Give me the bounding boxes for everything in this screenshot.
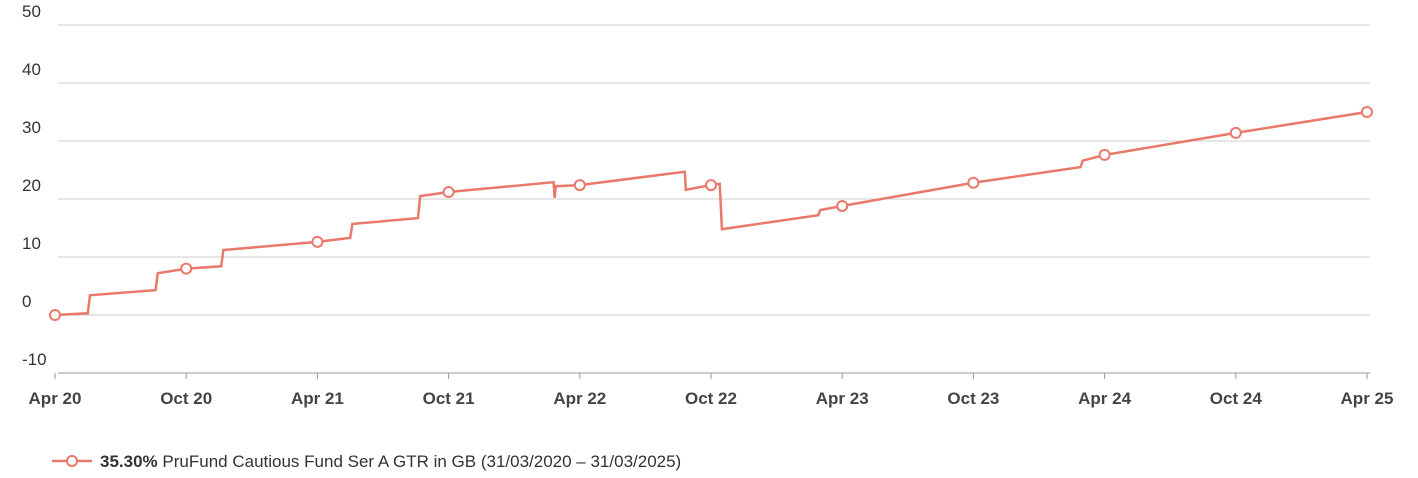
y-tick-label: 0 bbox=[22, 292, 31, 311]
point bbox=[836, 199, 849, 212]
point bbox=[180, 262, 193, 275]
legend-name: PruFund Cautious Fund Ser A GTR in GB (3… bbox=[162, 452, 681, 471]
x-tick-label: Oct 23 bbox=[947, 389, 999, 408]
point bbox=[1361, 106, 1373, 118]
legend-marker bbox=[66, 455, 78, 467]
point bbox=[1229, 126, 1242, 139]
x-tick-label: Apr 25 bbox=[1341, 389, 1394, 408]
point bbox=[49, 309, 61, 321]
x-tick-label: Oct 21 bbox=[423, 389, 475, 408]
point bbox=[573, 179, 586, 192]
y-tick-label: -10 bbox=[22, 350, 47, 369]
x-tick-label: Oct 22 bbox=[685, 389, 737, 408]
line bbox=[54, 110, 1368, 317]
y-tick-label: 10 bbox=[22, 234, 41, 253]
point bbox=[705, 179, 717, 192]
y-tick-label: 20 bbox=[22, 176, 41, 195]
x-tick-label: Oct 20 bbox=[160, 389, 212, 408]
point bbox=[442, 186, 455, 199]
y-tick-label: 30 bbox=[22, 118, 41, 137]
x-tick-label: Apr 24 bbox=[1078, 389, 1131, 408]
x-tick-label: Oct 24 bbox=[1210, 389, 1263, 408]
legend-value: 35.30% bbox=[100, 452, 158, 471]
y-tick-label: 40 bbox=[22, 60, 41, 79]
legend-label: 35.30% PruFund Cautious Fund Ser A GTR i… bbox=[100, 452, 681, 471]
point bbox=[1098, 148, 1111, 161]
x-tick-label: Apr 23 bbox=[816, 389, 869, 408]
x-tick-label: Apr 21 bbox=[291, 389, 344, 408]
point bbox=[311, 235, 324, 248]
y-tick-label: 50 bbox=[22, 2, 41, 21]
x-tick-label: Apr 22 bbox=[553, 389, 606, 408]
legend-item: 35.30% PruFund Cautious Fund Ser A GTR i… bbox=[52, 452, 681, 471]
x-tick-label: Apr 20 bbox=[29, 389, 82, 408]
point bbox=[967, 176, 980, 189]
